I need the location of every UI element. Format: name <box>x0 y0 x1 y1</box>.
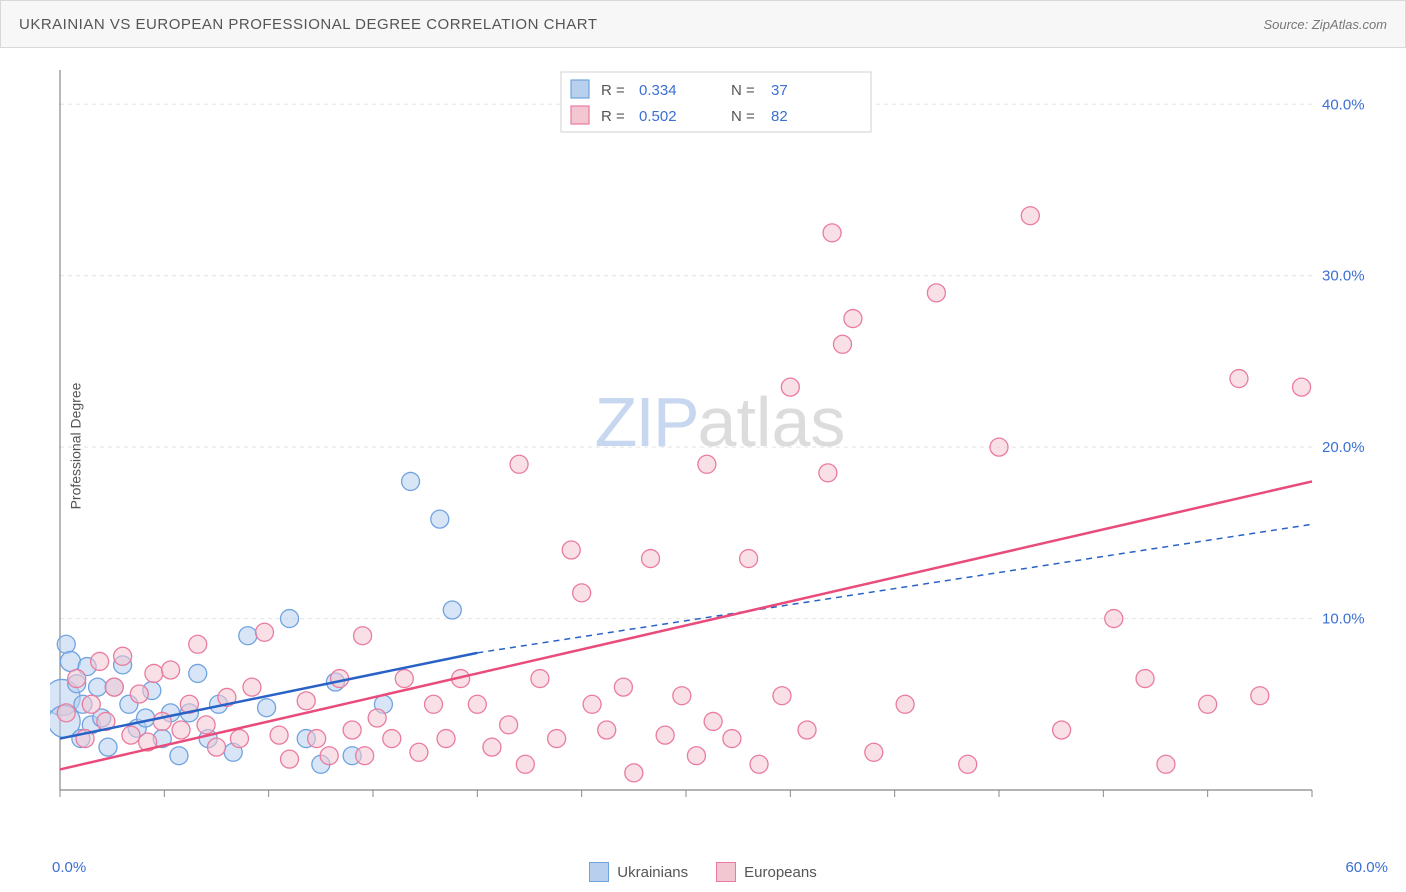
svg-text:0.502: 0.502 <box>639 108 677 125</box>
svg-text:82: 82 <box>771 108 788 125</box>
svg-text:0.334: 0.334 <box>639 82 677 99</box>
svg-text:20.0%: 20.0% <box>1322 439 1365 456</box>
legend-swatch <box>716 862 736 882</box>
legend-swatch <box>589 862 609 882</box>
svg-text:N =: N = <box>731 108 755 125</box>
scatter-plot: 10.0% 20.0% 30.0% 40.0% R = 0.334 N = 37 R = 0.50… <box>50 60 1390 830</box>
svg-text:40.0%: 40.0% <box>1322 96 1365 113</box>
svg-text:30.0%: 30.0% <box>1322 268 1365 285</box>
legend-bottom: Ukrainians Europeans <box>0 862 1406 882</box>
chart-header: UKRAINIAN VS EUROPEAN PROFESSIONAL DEGRE… <box>0 0 1406 48</box>
source-label: Source: ZipAtlas.com <box>1263 17 1387 32</box>
legend-label: Ukrainians <box>617 864 688 881</box>
legend-item: Europeans <box>716 862 817 882</box>
svg-text:37: 37 <box>771 82 788 99</box>
svg-text:10.0%: 10.0% <box>1322 611 1365 628</box>
legend-item: Ukrainians <box>589 862 688 882</box>
svg-text:R =: R = <box>601 82 625 99</box>
chart-title: UKRAINIAN VS EUROPEAN PROFESSIONAL DEGRE… <box>19 16 598 33</box>
legend-label: Europeans <box>744 864 817 881</box>
svg-text:N =: N = <box>731 82 755 99</box>
chart-area: 10.0% 20.0% 30.0% 40.0% R = 0.334 N = 37 R = 0.50… <box>50 60 1390 830</box>
svg-text:R =: R = <box>601 108 625 125</box>
